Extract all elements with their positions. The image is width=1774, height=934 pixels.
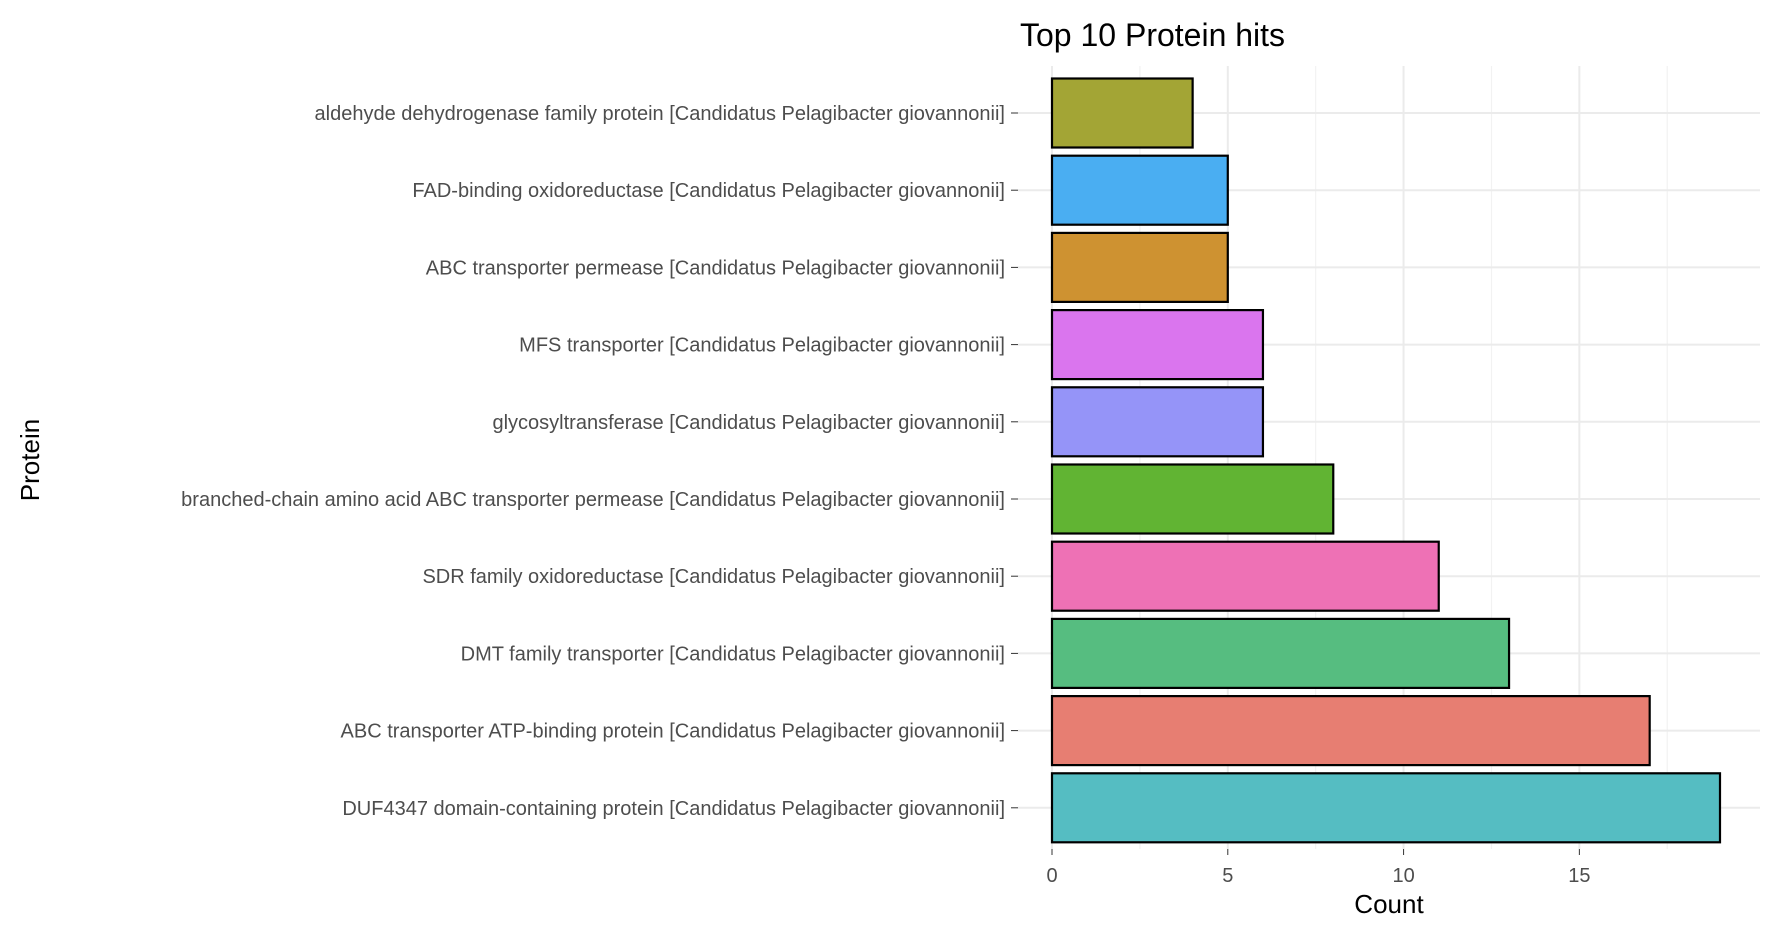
x-axis-title: Count	[1354, 889, 1424, 919]
y-axis-title: Protein	[15, 419, 45, 501]
x-tick-label: 0	[1046, 865, 1057, 887]
y-tick-label: MFS transporter [Candidatus Pelagibacter…	[519, 335, 1005, 357]
bar	[1050, 77, 1194, 149]
x-tick-label: 15	[1568, 865, 1590, 887]
bar	[1050, 694, 1651, 767]
x-tick-label: 10	[1392, 865, 1414, 887]
bar	[1050, 772, 1722, 844]
y-tick-label: SDR family oxidoreductase [Candidatus Pe…	[422, 566, 1005, 588]
bar	[1050, 309, 1265, 381]
bar	[1050, 154, 1229, 226]
x-tick-label: 5	[1222, 865, 1233, 887]
y-tick-label: glycosyltransferase [Candidatus Pelagiba…	[492, 412, 1005, 434]
bar	[1050, 231, 1229, 303]
y-tick-label: branched-chain amino acid ABC transporte…	[181, 489, 1005, 511]
x-axis: 0 5 10 15	[1046, 849, 1590, 887]
y-tick-label: aldehyde dehydrogenase family protein [C…	[315, 103, 1005, 125]
y-tick-label: DMT family transporter [Candidatus Pelag…	[461, 643, 1005, 665]
bar	[1050, 386, 1265, 458]
y-tick-label: ABC transporter ATP-binding protein [Can…	[341, 721, 1005, 743]
y-tick-label: ABC transporter permease [Candidatus Pel…	[426, 257, 1005, 279]
y-tick-label: DUF4347 domain-containing protein [Candi…	[342, 798, 1005, 820]
bar	[1050, 540, 1440, 612]
chart-title: Top 10 Protein hits	[1020, 17, 1285, 53]
y-tick-label: FAD-binding oxidoreductase [Candidatus P…	[412, 180, 1005, 202]
y-axis: aldehyde dehydrogenase family protein [C…	[181, 103, 1018, 820]
bar	[1050, 617, 1511, 690]
bar	[1050, 463, 1335, 535]
bars	[1050, 77, 1722, 844]
